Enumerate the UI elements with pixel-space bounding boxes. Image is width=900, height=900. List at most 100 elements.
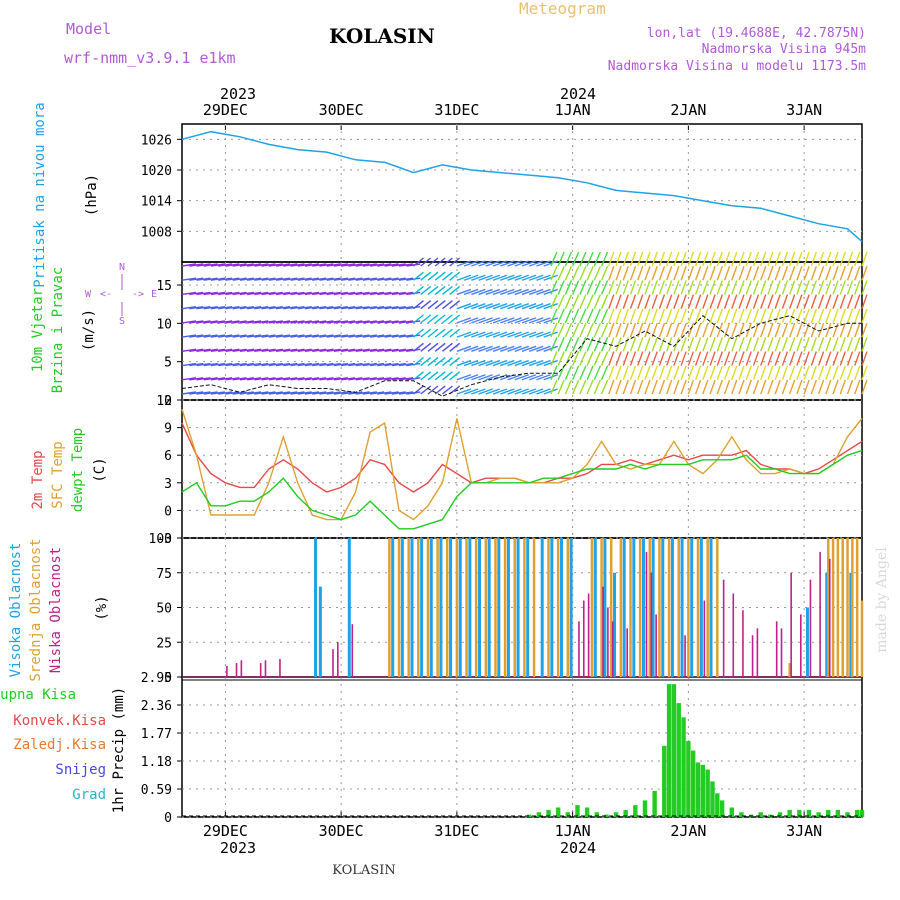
wind-arrow	[571, 365, 580, 381]
wind-arrow	[694, 322, 702, 338]
wind-arrow	[406, 334, 421, 338]
wind-arrow	[789, 379, 796, 395]
low-cloud-bar	[819, 551, 821, 677]
wind-arrow	[774, 280, 781, 295]
wind-arrow	[225, 291, 240, 296]
wind-arrow	[774, 337, 781, 352]
wind-arrow	[796, 365, 803, 381]
precip-bar	[854, 809, 860, 817]
wind-arrow	[528, 345, 544, 352]
wind-arrow	[817, 280, 825, 295]
low-cloud-bar	[828, 558, 831, 677]
wind-arrow	[218, 291, 233, 296]
cloud-label-1: Visoka Oblacnost	[8, 543, 24, 678]
wind-arrow	[239, 305, 254, 310]
wind-arrow	[810, 365, 818, 381]
wind-arrow	[767, 337, 774, 352]
sfc-temp-line	[181, 408, 863, 521]
mid-cloud-bar	[706, 538, 709, 677]
wind-arrow	[608, 294, 615, 309]
wind-arrow	[760, 251, 767, 267]
wind-arrow	[449, 271, 461, 281]
low-cloud-bar	[351, 624, 354, 677]
wind-arrow	[521, 317, 537, 324]
low-cloud-bar	[587, 593, 590, 677]
wind-arrow	[232, 320, 247, 324]
wind-arrow	[666, 294, 673, 309]
wind-arrow	[456, 345, 472, 352]
y-tick-label: 50	[156, 602, 172, 617]
wind-arrow	[536, 274, 551, 281]
precip-bar	[806, 809, 812, 817]
wind-arrow	[434, 257, 446, 267]
precip-legend-snow: Snijeg	[55, 762, 106, 778]
high-cloud-bar	[458, 538, 462, 677]
wind-arrow	[738, 365, 745, 381]
wind-arrow	[745, 265, 752, 281]
wind-arrow	[586, 351, 594, 366]
wind-arrow	[500, 359, 515, 367]
wind-arrow	[413, 285, 424, 295]
wind-arrow	[355, 291, 370, 296]
precip-legend-total: Ukupna Kisa	[0, 687, 76, 703]
wind-arrow	[536, 374, 551, 381]
wind-arrow	[861, 280, 868, 295]
mid-cloud-bar	[474, 538, 478, 677]
wind-arrow	[261, 377, 276, 381]
wind-arrow	[420, 371, 432, 381]
wind-arrow	[528, 374, 544, 381]
wind-arrow	[825, 379, 832, 395]
wind-arrow	[463, 317, 479, 324]
wind-arrow	[319, 263, 334, 267]
wind-arrow	[471, 359, 486, 367]
wind-arrow	[384, 291, 399, 296]
wind-arrow	[492, 374, 508, 381]
wind-arrow	[789, 365, 796, 381]
wind-arrow	[593, 251, 601, 267]
wind-arrow	[377, 391, 392, 395]
temp-label-1: 2m Temp	[30, 450, 46, 509]
wind-arrow	[536, 388, 551, 395]
wind-arrow	[478, 374, 493, 381]
wind-arrow	[333, 348, 349, 353]
wind-arrow	[449, 300, 461, 310]
wind-arrow	[478, 260, 493, 267]
wind-arrow	[398, 291, 414, 296]
wind-arrow	[304, 320, 320, 324]
wind-arrow	[254, 291, 269, 296]
wind-arrow	[268, 263, 283, 267]
wind-arrow	[485, 345, 501, 352]
wind-arrow	[839, 365, 846, 381]
wind-arrow	[514, 288, 530, 296]
wind-arrow	[796, 251, 803, 267]
wind-arrow	[637, 308, 644, 324]
mid-cloud-bar	[513, 538, 517, 677]
wind-arrow	[702, 251, 709, 267]
top-day-label: 2JAN	[670, 101, 706, 119]
wind-arrow	[615, 308, 622, 324]
wind-arrow	[247, 362, 262, 367]
wind-unit: (m/s)	[81, 309, 97, 351]
wind-arrow	[485, 359, 501, 367]
wind-arrow	[550, 322, 558, 338]
wind-arrow	[189, 320, 204, 324]
wind-arrow	[492, 274, 508, 281]
wind-arrow	[694, 365, 702, 381]
wind-arrow	[760, 294, 767, 309]
precip-bar	[686, 741, 691, 817]
pressure-labels: Pritisak na nivou mora (hPa)	[32, 102, 100, 287]
precip-bar	[715, 793, 720, 817]
high-cloud-bar	[613, 572, 617, 677]
low-cloud-bar	[732, 593, 735, 677]
wind-arrow	[203, 263, 218, 267]
wind-arrow	[261, 320, 276, 324]
wind-arrow	[398, 362, 414, 367]
wind-arrow	[290, 263, 305, 267]
wind-arrow	[492, 331, 508, 338]
precip-legend-convective: Konvek.Kisa	[13, 713, 106, 729]
wind-arrow	[283, 334, 298, 338]
wind-arrow	[709, 294, 716, 309]
wind-arrow	[333, 334, 349, 338]
low-cloud-bar	[226, 665, 228, 677]
wind-arrow	[341, 291, 356, 296]
